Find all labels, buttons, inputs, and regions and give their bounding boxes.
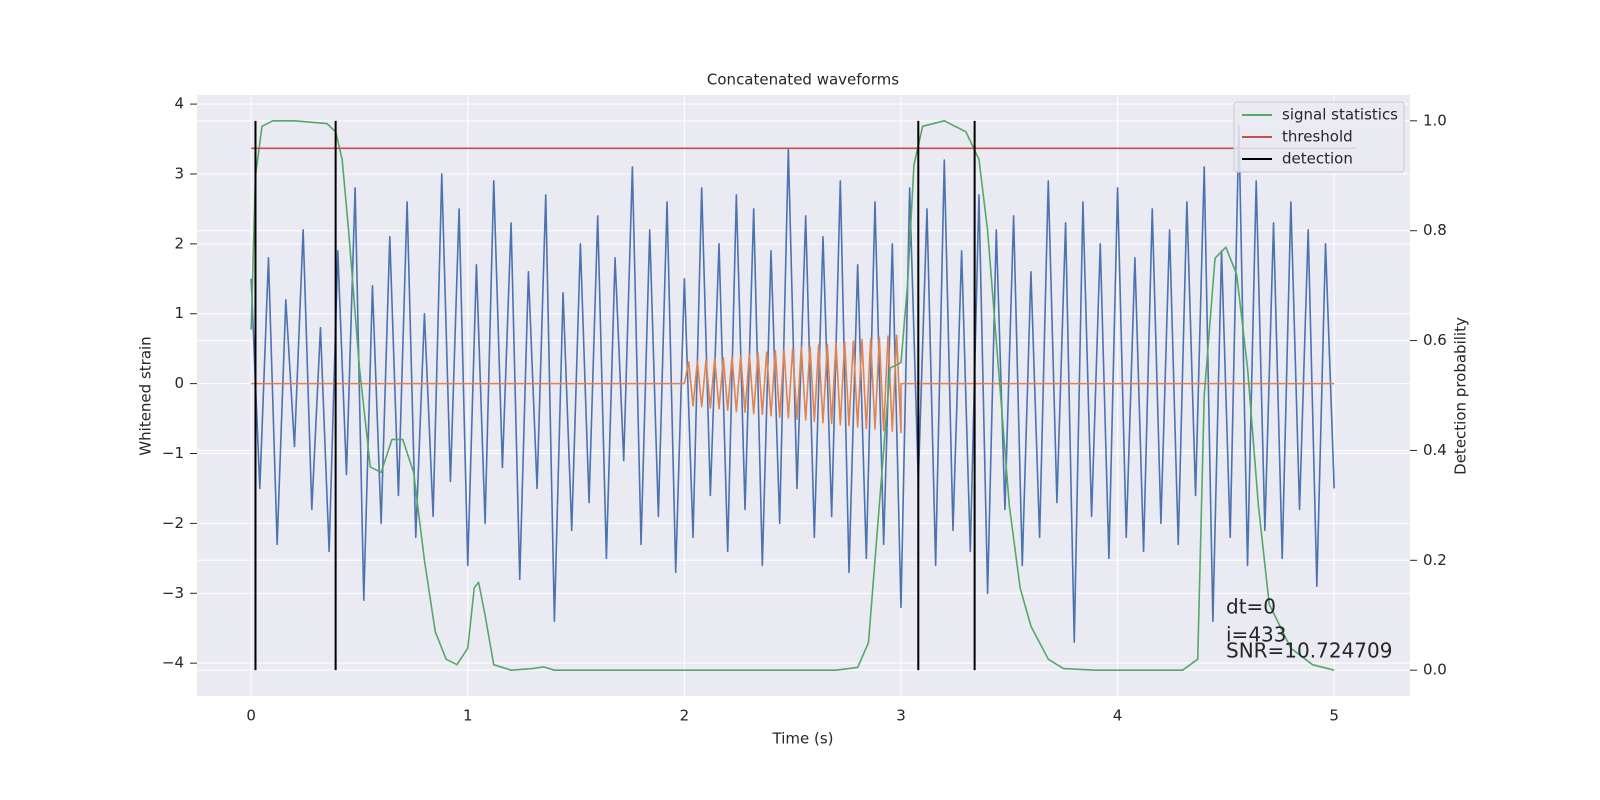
y-tick-label: −2 [162,514,184,532]
y-tick-label: 3 [174,164,184,182]
y2-axis-label: Detection probability [1452,317,1470,475]
y2-tick-label: 1.0 [1423,111,1447,129]
x-tick-label: 0 [246,707,256,725]
series-line [250,124,1335,643]
x-tick-label: 5 [1329,707,1339,725]
series-line [250,120,1335,671]
legend-label: detection [1282,150,1353,168]
annotation: dt=0 [1226,595,1276,619]
legend-label: signal statistics [1282,106,1398,124]
y-tick-label: 2 [174,234,184,252]
y-tick-label: −1 [162,444,184,462]
x-tick-label: 3 [896,707,906,725]
y2-tick-label: 0.8 [1423,221,1447,239]
legend-label: threshold [1282,128,1353,146]
y-tick-label: 1 [174,304,184,322]
series-line [251,334,1335,434]
y2-tick-label: 0.0 [1423,661,1447,679]
y2-tick-label: 0.6 [1423,331,1447,349]
x-tick-label: 4 [1113,707,1123,725]
y-axis-label: Whitened strain [137,336,155,455]
y-tick-label: 0 [174,374,184,392]
annotation: SNR=10.724709 [1226,639,1392,663]
y-tick-label: 4 [174,95,184,113]
y-tick-label: −3 [162,584,184,602]
legend-box [1233,101,1405,173]
x-axis-label: Time (s) [772,730,834,748]
y2-tick-label: 0.4 [1423,441,1447,459]
marks [250,120,1356,671]
x-tick-label: 1 [463,707,473,725]
x-tick-label: 2 [680,707,690,725]
annotation: i=433 [1226,623,1287,647]
chart-title: Concatenated waveforms [707,71,899,89]
y-tick-label: −4 [162,654,184,672]
legend: signal statistics threshold detection [1233,101,1405,173]
y2-tick-label: 0.2 [1423,551,1447,569]
